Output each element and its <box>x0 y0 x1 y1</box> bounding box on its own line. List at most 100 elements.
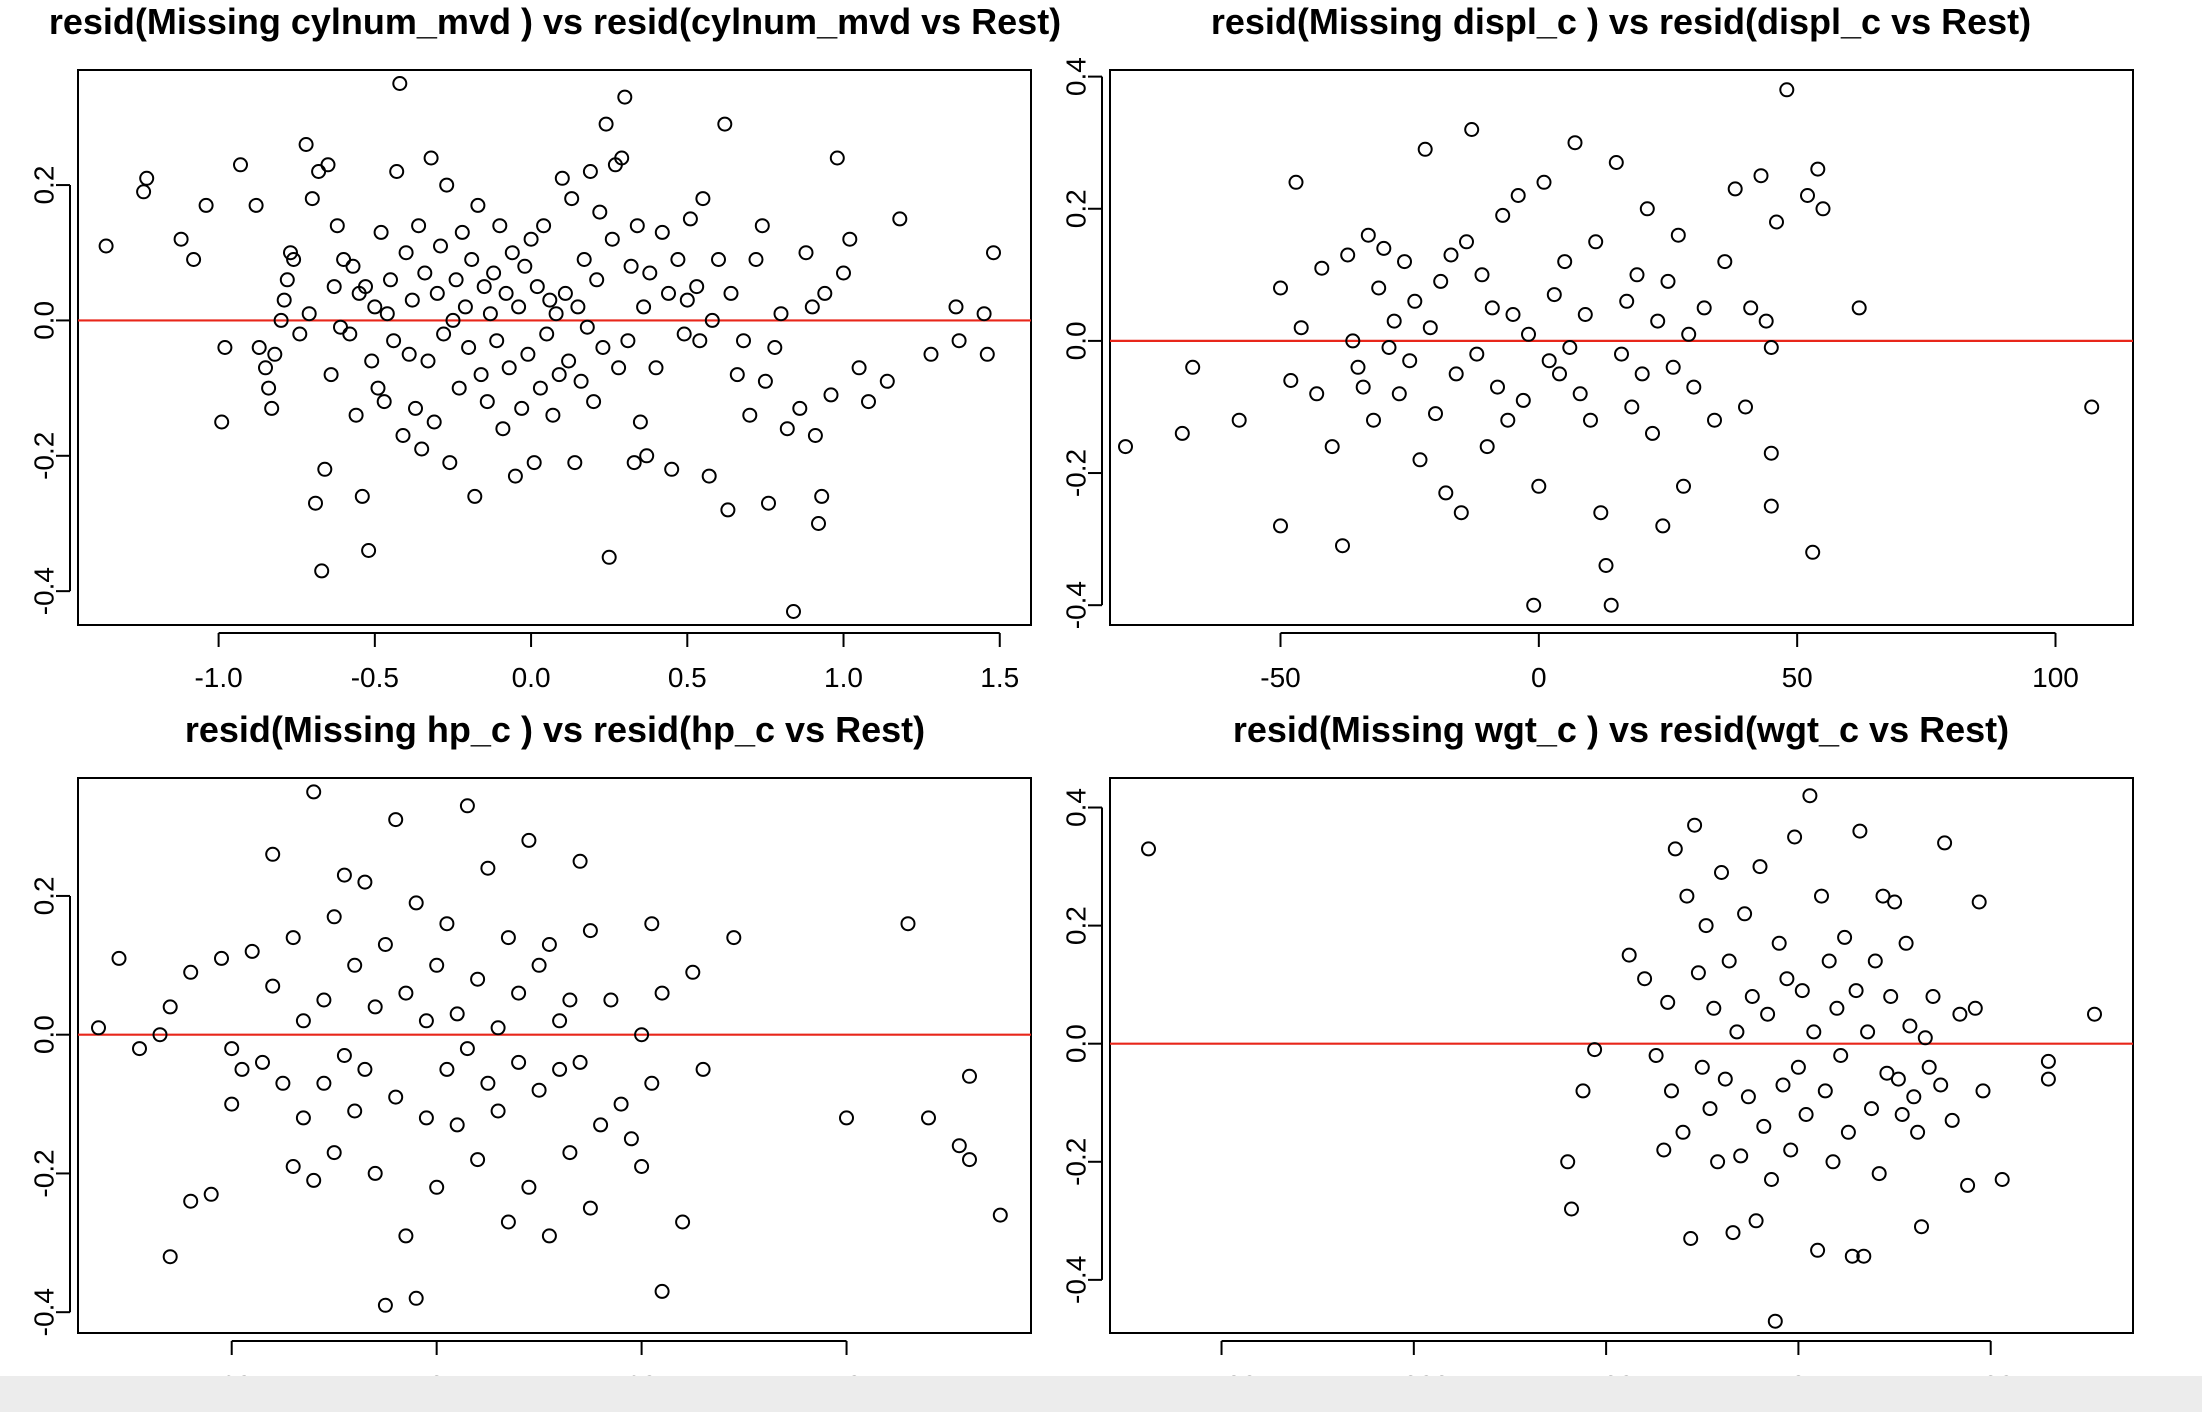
data-point <box>552 1061 568 1077</box>
data-point <box>951 333 967 349</box>
data-point <box>1526 597 1542 613</box>
data-point <box>1771 935 1787 951</box>
data-point <box>1603 597 1619 613</box>
data-point <box>562 992 578 1008</box>
y-tick-label: -0.2 <box>29 1149 60 1197</box>
data-point <box>536 218 552 234</box>
data-point <box>401 346 417 362</box>
y-tick-label: -0.4 <box>1061 581 1092 629</box>
data-point <box>442 455 458 471</box>
data-point <box>514 400 530 416</box>
data-point <box>676 326 692 342</box>
data-point <box>370 380 386 396</box>
data-point <box>1422 320 1438 336</box>
data-point <box>1871 1166 1887 1182</box>
data-point <box>183 1193 199 1209</box>
data-point <box>1391 386 1407 402</box>
data-point <box>1521 326 1536 342</box>
data-point <box>214 414 230 430</box>
data-point <box>98 238 114 254</box>
x-tick-label: 0 <box>1531 662 1547 693</box>
data-point <box>879 373 895 389</box>
data-point <box>921 1110 936 1126</box>
data-point <box>976 306 992 322</box>
data-point <box>367 299 383 315</box>
data-point <box>554 170 570 186</box>
data-point <box>1575 1083 1591 1099</box>
data-point <box>490 1103 506 1119</box>
data-point <box>311 164 327 179</box>
data-point <box>1560 1154 1576 1170</box>
data-point <box>541 937 557 952</box>
data-point <box>386 333 402 349</box>
data-point <box>486 265 502 281</box>
data-point <box>561 353 577 369</box>
data-point <box>423 150 439 166</box>
data-point <box>1944 1112 1960 1128</box>
data-point <box>248 197 264 213</box>
data-point <box>634 1159 650 1174</box>
data-point <box>1443 247 1459 263</box>
data-point <box>552 1013 568 1029</box>
data-point <box>298 137 314 152</box>
data-point <box>548 306 564 322</box>
data-point <box>579 319 595 335</box>
data-point <box>1975 1083 1991 1099</box>
data-point <box>923 346 939 362</box>
data-point <box>836 265 851 281</box>
data-point <box>162 999 178 1015</box>
data-point <box>682 211 698 227</box>
data-point <box>464 252 480 267</box>
data-point <box>1376 240 1392 256</box>
data-point <box>1536 174 1552 190</box>
data-point <box>1779 971 1795 987</box>
data-point <box>2087 1006 2102 1022</box>
data-point <box>333 319 348 335</box>
data-point <box>1552 366 1567 382</box>
data-point <box>439 916 455 932</box>
data-point <box>1572 386 1588 402</box>
data-point <box>398 245 414 261</box>
data-point <box>1775 1077 1791 1093</box>
data-point <box>1933 1077 1949 1093</box>
data-point <box>1531 478 1547 494</box>
data-point <box>1825 1154 1841 1170</box>
data-point <box>1655 518 1671 534</box>
data-point <box>1856 1248 1872 1264</box>
data-point <box>1840 1124 1856 1140</box>
data-point <box>2040 1053 2056 1069</box>
data-point <box>1758 313 1774 329</box>
data-point <box>1879 1065 1895 1081</box>
data-point <box>1587 1042 1603 1058</box>
data-point <box>1805 544 1821 560</box>
data-point <box>470 1152 486 1168</box>
data-point <box>500 1214 516 1230</box>
data-point <box>589 272 605 288</box>
x-tick-label: -50 <box>1260 662 1300 693</box>
data-point <box>654 1283 670 1299</box>
data-point <box>1783 1142 1799 1158</box>
data-point <box>531 1082 547 1098</box>
data-point <box>586 394 602 410</box>
data-point <box>679 292 695 308</box>
data-point <box>572 853 588 869</box>
data-point <box>326 279 342 295</box>
data-point <box>276 292 292 308</box>
data-point <box>1860 1024 1876 1040</box>
data-point <box>379 306 395 322</box>
data-point <box>1479 439 1495 455</box>
data-point <box>449 1117 465 1133</box>
data-point <box>1737 906 1753 922</box>
data-point <box>1314 260 1330 276</box>
data-point <box>1293 320 1309 336</box>
y-tick-label: 0.4 <box>1061 57 1092 96</box>
data-point <box>1283 373 1299 388</box>
data-point <box>1366 412 1381 428</box>
data-point <box>1810 1242 1826 1258</box>
data-point <box>308 495 323 511</box>
data-point <box>433 238 448 254</box>
data-point <box>729 367 745 383</box>
data-point <box>336 867 352 883</box>
data-point <box>839 1110 854 1126</box>
data-point <box>1837 929 1853 945</box>
